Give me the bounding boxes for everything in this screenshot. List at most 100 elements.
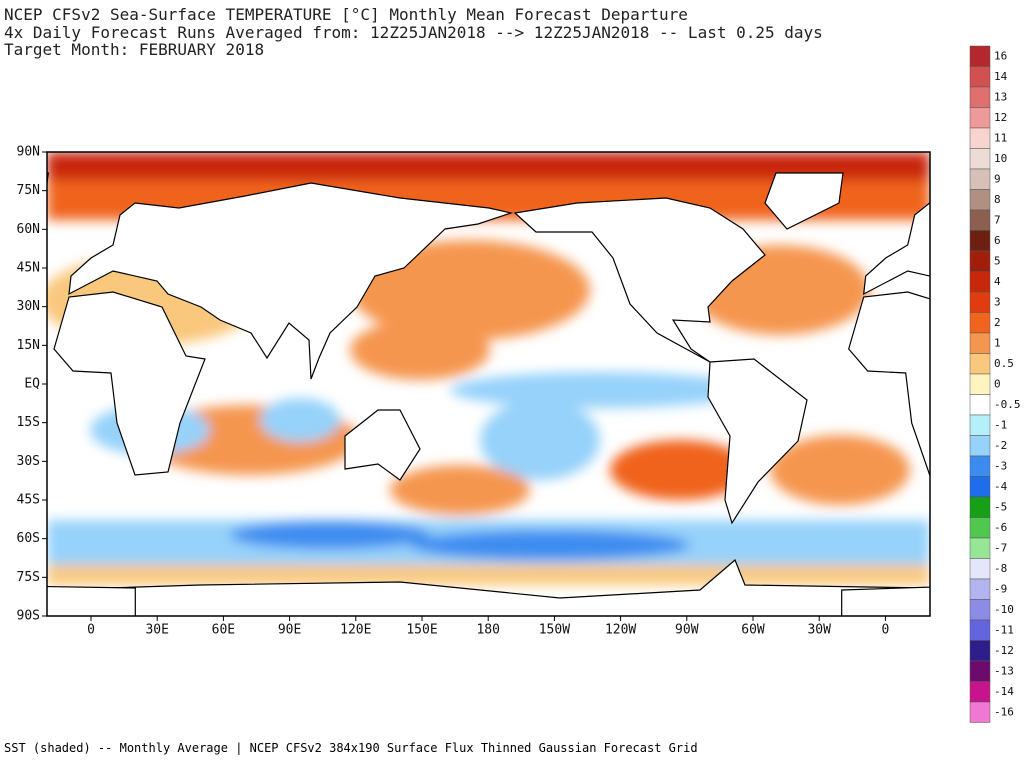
title-line: NCEP CFSv2 Sea-Surface TEMPERATURE [°C] … — [4, 5, 688, 24]
colorbar-swatch — [969, 619, 991, 641]
colorbar-swatch — [969, 599, 991, 621]
colorbar-label: 2 — [994, 316, 1001, 329]
colorbar-label: 0.5 — [994, 357, 1014, 370]
colorbar-swatch — [969, 107, 991, 129]
colorbar-swatch — [969, 168, 991, 190]
lat-label: 75N — [17, 183, 40, 198]
colorbar-swatch — [969, 332, 991, 354]
lon-label: 30W — [807, 623, 831, 638]
colorbar-swatch — [969, 660, 991, 682]
colorbar-label: 4 — [994, 275, 1001, 288]
lon-label: 150E — [406, 623, 437, 638]
colorbar-label: -1 — [994, 418, 1007, 431]
colorbar-swatch — [969, 127, 991, 149]
colorbar-label: -9 — [994, 582, 1007, 595]
colorbar-swatch — [969, 45, 991, 67]
colorbar-label: -6 — [994, 521, 1007, 534]
colorbar-swatch — [969, 86, 991, 108]
footer: SST (shaded) -- Monthly Average | NCEP C… — [4, 741, 698, 755]
colorbar-label: 13 — [994, 90, 1007, 103]
colorbar-swatch — [969, 394, 991, 416]
lat-label: 45S — [17, 493, 40, 508]
colorbar-swatch — [969, 271, 991, 293]
colorbar-label: -16 — [994, 705, 1014, 718]
colorbar-swatch — [969, 189, 991, 211]
colorbar-label: 0 — [994, 377, 1001, 390]
lon-label: 60W — [741, 623, 765, 638]
colorbar-label: -8 — [994, 562, 1007, 575]
colorbar-label: 12 — [994, 111, 1007, 124]
lon-label: 120W — [605, 623, 636, 638]
colorbar-swatch — [969, 476, 991, 498]
colorbar-label: -5 — [994, 500, 1007, 513]
continents — [47, 172, 930, 616]
lat-label: EQ — [24, 377, 40, 392]
colorbar-swatch — [969, 558, 991, 580]
colorbar-label: 5 — [994, 254, 1001, 267]
colorbar-swatch — [969, 496, 991, 518]
colorbar-swatch — [969, 578, 991, 600]
title-line: 4x Daily Forecast Runs Averaged from: 12… — [4, 23, 823, 42]
lon-label: 30E — [145, 623, 168, 638]
lat-label: 15N — [17, 338, 40, 353]
colorbar-label: 3 — [994, 295, 1001, 308]
colorbar-swatch — [969, 640, 991, 662]
colorbar-label: -11 — [994, 623, 1014, 636]
lat-label: 60S — [17, 531, 40, 546]
lon-label: 90W — [675, 623, 699, 638]
colorbar-swatch — [969, 537, 991, 559]
colorbar-swatch — [969, 209, 991, 231]
colorbar-swatch — [969, 373, 991, 395]
lat-label: 90N — [17, 145, 40, 160]
lat-label: 30N — [17, 299, 40, 314]
colorbar-swatch — [969, 291, 991, 313]
colorbar-swatch — [969, 312, 991, 334]
colorbar-label: 1 — [994, 336, 1001, 349]
colorbar-label: 8 — [994, 193, 1001, 206]
lon-label: 120E — [340, 623, 371, 638]
colorbar-label: -3 — [994, 459, 1007, 472]
colorbar-label: -12 — [994, 644, 1014, 657]
lon-label: 0 — [87, 623, 95, 638]
lon-label: 60E — [212, 623, 235, 638]
colorbar-label: 6 — [994, 234, 1001, 247]
title-line: Target Month: FEBRUARY 2018 — [4, 40, 264, 59]
colorbar-swatch — [969, 681, 991, 703]
lat-label: 90S — [17, 609, 40, 624]
colorbar-swatch — [969, 148, 991, 170]
colorbar-label: 11 — [994, 131, 1007, 144]
colorbar-label: -10 — [994, 603, 1014, 616]
colorbar-swatch — [969, 455, 991, 477]
axes: 90N 75N 60N 45N 30N 15N EQ 15S 30S 45S 60S 75S 90S 0 3… — [17, 145, 890, 638]
lat-label: 45N — [17, 261, 40, 276]
colorbar-label: 7 — [994, 213, 1001, 226]
lat-label: 15S — [17, 415, 40, 430]
lon-label: 90E — [278, 623, 301, 638]
colorbar-swatch — [969, 414, 991, 436]
colorbar-swatch — [969, 230, 991, 252]
colorbar-swatch — [969, 517, 991, 539]
colorbar-swatch — [969, 66, 991, 88]
colorbar-swatch — [969, 353, 991, 375]
colorbar-label: -4 — [994, 480, 1008, 493]
colorbar-label: -14 — [994, 685, 1014, 698]
lon-label: 150W — [539, 623, 570, 638]
colorbar-label: -7 — [994, 541, 1007, 554]
colorbar-swatch — [969, 701, 991, 723]
colorbar-label: -13 — [994, 664, 1014, 677]
colorbar: 16 14 13 12 11 10 9 8 7 6 5 4 3 2 1 0.5 0 -0.5 -1 -2 -3 -4 -5 -… — [969, 45, 1021, 723]
colorbar-swatch — [969, 435, 991, 457]
colorbar-label: -0.5 — [994, 398, 1021, 411]
lat-label: 30S — [17, 454, 40, 469]
colorbar-swatch — [969, 250, 991, 272]
colorbar-label: 9 — [994, 172, 1001, 185]
lat-label: 60N — [17, 222, 40, 237]
lon-label: 0 — [881, 623, 889, 638]
colorbar-label: 14 — [994, 70, 1008, 83]
lat-label: 75S — [17, 570, 40, 585]
lon-label: 180 — [476, 623, 499, 638]
colorbar-label: 10 — [994, 152, 1007, 165]
colorbar-label: 16 — [994, 49, 1007, 62]
colorbar-label: -2 — [994, 439, 1007, 452]
